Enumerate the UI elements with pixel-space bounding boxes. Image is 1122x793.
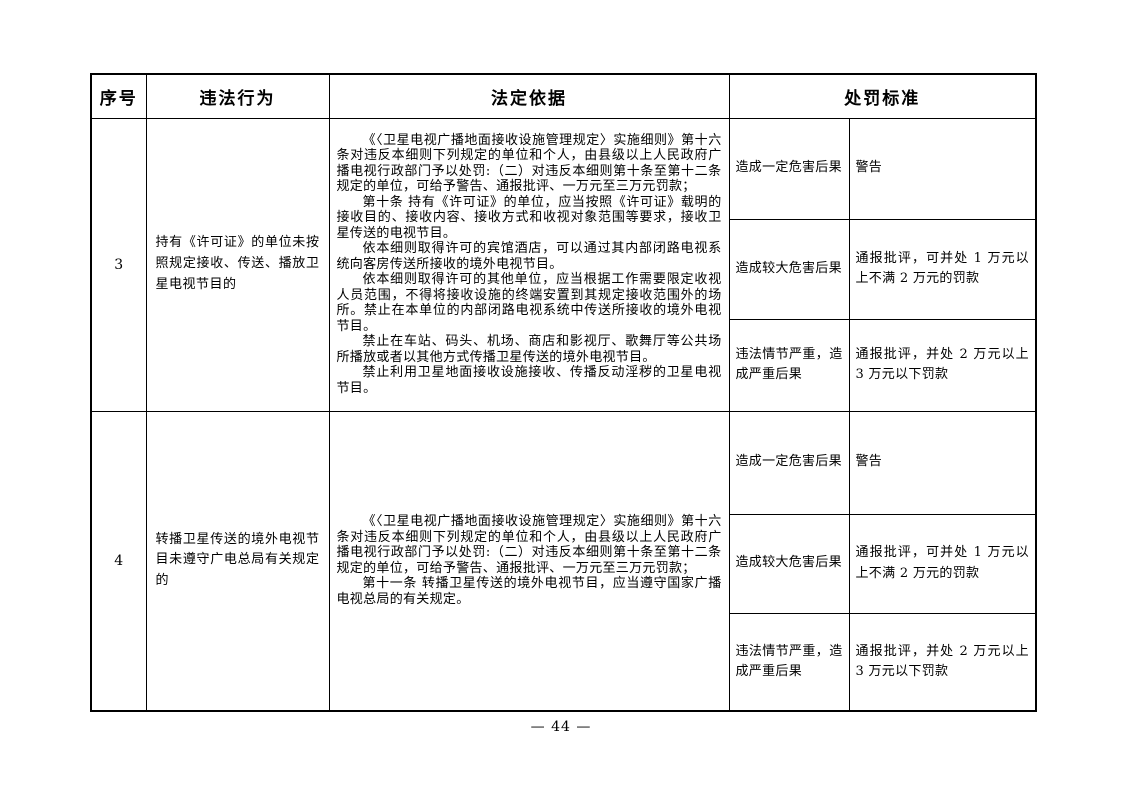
- legal-paragraph: 第十一条 转播卫星传送的境外电视节目，应当遵守国家广播电视总局的有关规定。: [336, 576, 722, 607]
- table-row: 违法情节严重，造成严重后果 通报批评，并处 2 万元以上 3 万元以下罚款: [91, 318, 1037, 412]
- row4-condition-1-cell: 造成一定危害后果: [728, 410, 850, 515]
- row4-condition-3-cell: 违法情节严重，造成严重后果: [728, 612, 850, 712]
- table-row: 4 转播卫星传送的境外电视节目未遵守广电总局有关规定的 《〈卫星电视广播地面接收…: [90, 410, 1037, 712]
- legal-paragraph: 依本细则取得许可的宾馆酒店，可以通过其内部闭路电视系统向客房传送所接收的境外电视…: [336, 241, 722, 272]
- row4-serial-cell: 4: [90, 410, 147, 712]
- column-header-penalty-standard: 处罚标准: [728, 73, 1037, 119]
- table-row: 违法情节严重，造成严重后果 通报批评，并处 2 万元以上 3 万元以下罚款: [91, 612, 1037, 712]
- row4-condition-2-cell: 造成较大危害后果: [728, 513, 850, 614]
- table-header-row: 序号 违法行为 法定依据 处罚标准: [90, 73, 1037, 119]
- row3-penalty-2-cell: 通报批评，可并处 1 万元以上不满 2 万元的罚款: [848, 218, 1037, 320]
- row4-penalty-1-cell: 警告: [848, 410, 1037, 515]
- row3-condition-2-cell: 造成较大危害后果: [728, 218, 850, 320]
- row3-violation-cell: 持有《许可证》的单位未按照规定接收、传送、播放卫星电视节目的: [145, 117, 330, 412]
- column-header-legal-basis: 法定依据: [328, 73, 730, 119]
- penalty-regulation-table: 序号 违法行为 法定依据 处罚标准 3 持有《许可证》的单位未按照规定接收、传送…: [90, 73, 1037, 712]
- table-row: 造成较大危害后果 通报批评，可并处 1 万元以上不满 2 万元的罚款: [91, 513, 1037, 614]
- row3-penalty-3-cell: 通报批评，并处 2 万元以上 3 万元以下罚款: [848, 318, 1037, 412]
- row3-serial-cell: 3: [90, 117, 147, 412]
- legal-paragraph: 禁止利用卫星地面接收设施接收、传播反动淫秽的卫星电视节目。: [336, 365, 722, 396]
- row4-penalty-3-cell: 通报批评，并处 2 万元以上 3 万元以下罚款: [848, 612, 1037, 712]
- legal-paragraph: 禁止在车站、码头、机场、商店和影视厅、歌舞厅等公共场所播放或者以其他方式传播卫星…: [336, 334, 722, 365]
- row4-violation-cell: 转播卫星传送的境外电视节目未遵守广电总局有关规定的: [145, 410, 330, 712]
- legal-paragraph: 《〈卫星电视广播地面接收设施管理规定〉实施细则》第十六条对违反本细则下列规定的单…: [336, 132, 722, 195]
- row4-penalty-2-cell: 通报批评，可并处 1 万元以上不满 2 万元的罚款: [848, 513, 1037, 614]
- row4-legal-basis-cell: 《〈卫星电视广播地面接收设施管理规定〉实施细则》第十六条对违反本细则下列规定的单…: [328, 410, 730, 712]
- row3-condition-1-cell: 造成一定危害后果: [728, 117, 850, 220]
- legal-paragraph: 《〈卫星电视广播地面接收设施管理规定〉实施细则》第十六条对违反本细则下列规定的单…: [336, 514, 722, 576]
- row3-legal-basis-cell: 《〈卫星电视广播地面接收设施管理规定〉实施细则》第十六条对违反本细则下列规定的单…: [328, 117, 730, 412]
- column-header-serial: 序号: [90, 73, 147, 119]
- legal-paragraph: 依本细则取得许可的其他单位，应当根据工作需要限定收视人员范围，不得将接收设施的终…: [336, 272, 722, 334]
- legal-paragraph: 第十条 持有《许可证》的单位，应当按照《许可证》载明的接收目的、接收内容、接收方…: [336, 194, 722, 241]
- row3-condition-3-cell: 违法情节严重，造成严重后果: [728, 318, 850, 412]
- page-number: — 44 —: [530, 719, 592, 735]
- table-row: 造成较大危害后果 通报批评，可并处 1 万元以上不满 2 万元的罚款: [91, 218, 1037, 320]
- row3-penalty-1-cell: 警告: [848, 117, 1037, 220]
- table-row: 3 持有《许可证》的单位未按照规定接收、传送、播放卫星电视节目的 《〈卫星电视广…: [90, 117, 1037, 412]
- column-header-violation: 违法行为: [145, 73, 330, 119]
